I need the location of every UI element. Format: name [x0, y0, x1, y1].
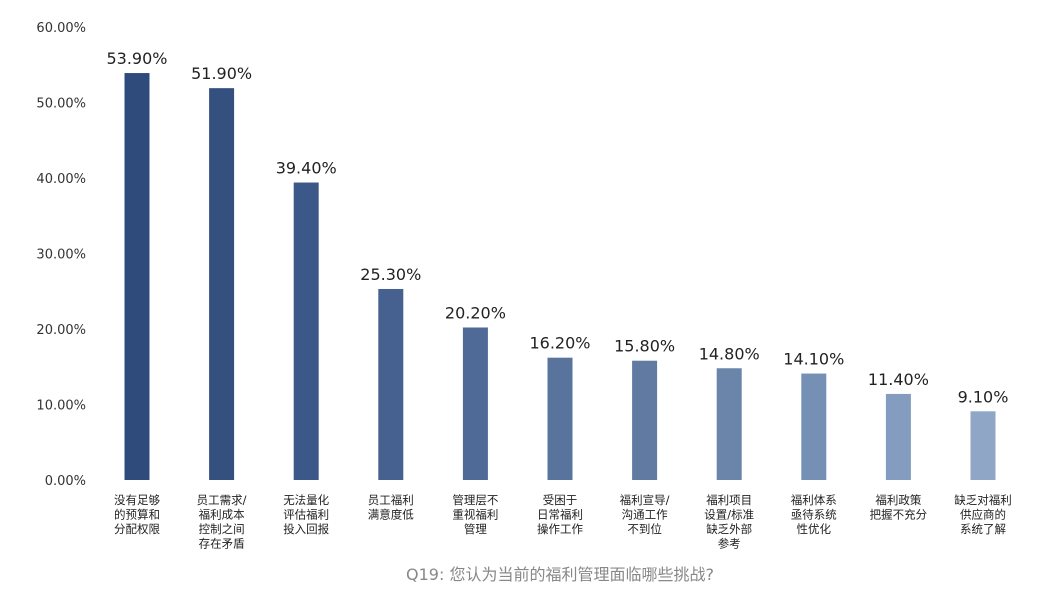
bar — [885, 393, 911, 480]
y-tick-label: 30.00% — [36, 248, 86, 263]
category-label: 管理层不重视福利管理 — [452, 493, 498, 536]
category-label: 福利宣导/沟通工作不到位 — [620, 493, 670, 536]
category-label: 员工需求/福利成本控制之间存在矛盾 — [197, 493, 247, 551]
category-label: 员工福利满意度低 — [368, 493, 414, 522]
y-tick-label: 0.00% — [45, 474, 86, 489]
bar — [547, 357, 573, 480]
bar — [293, 182, 319, 480]
y-tick-label: 60.00% — [36, 21, 86, 36]
bar — [632, 360, 658, 480]
category-label: 缺乏对福利供应商的系统了解 — [954, 493, 1012, 536]
data-labels: 53.90% 51.90% 39.40% 25.30% 20.20% 16.20% 15.8… — [106, 49, 1008, 406]
category-label: 没有足够的预算和分配权限 — [114, 493, 160, 536]
bars — [124, 73, 996, 481]
y-tick-label: 50.00% — [36, 97, 86, 112]
category-label: 无法量化评估福利投入回报 — [283, 493, 329, 536]
category-label: 福利体系亟待系统性优化 — [791, 493, 837, 536]
y-axis: 0.00% 10.00% 20.00% 30.00% 40.00% 50.00% 60.00… — [36, 21, 86, 489]
data-label: 16.20% — [529, 334, 590, 353]
data-label: 53.90% — [106, 49, 167, 68]
data-label: 20.20% — [445, 303, 506, 322]
data-label: 14.10% — [783, 350, 844, 369]
data-label: 15.80% — [614, 337, 675, 356]
bar — [378, 288, 404, 480]
bar — [124, 73, 150, 481]
bar — [801, 373, 827, 480]
data-label: 51.90% — [191, 64, 252, 83]
y-tick-label: 20.00% — [36, 323, 86, 338]
category-label: 受困于日常福利操作工作 — [537, 493, 583, 536]
bar — [716, 368, 742, 480]
data-label: 9.10% — [958, 387, 1009, 406]
category-label: 福利项目设置/标准缺乏外部参考 — [704, 493, 754, 551]
chart-title: Q19: 您认为当前的福利管理面临哪些挑战? — [406, 565, 714, 584]
bar — [970, 411, 996, 480]
data-label: 25.30% — [360, 265, 421, 284]
category-label: 福利政策把握不充分 — [870, 493, 928, 522]
bar — [462, 327, 488, 480]
category-labels: 没有足够的预算和分配权限员工需求/福利成本控制之间存在矛盾无法量化评估福利投入回… — [114, 493, 1012, 551]
data-label: 39.40% — [276, 159, 337, 178]
y-tick-label: 10.00% — [36, 399, 86, 414]
data-label: 14.80% — [699, 344, 760, 363]
bar — [209, 88, 235, 480]
y-tick-label: 40.00% — [36, 172, 86, 187]
data-label: 11.40% — [868, 370, 929, 389]
